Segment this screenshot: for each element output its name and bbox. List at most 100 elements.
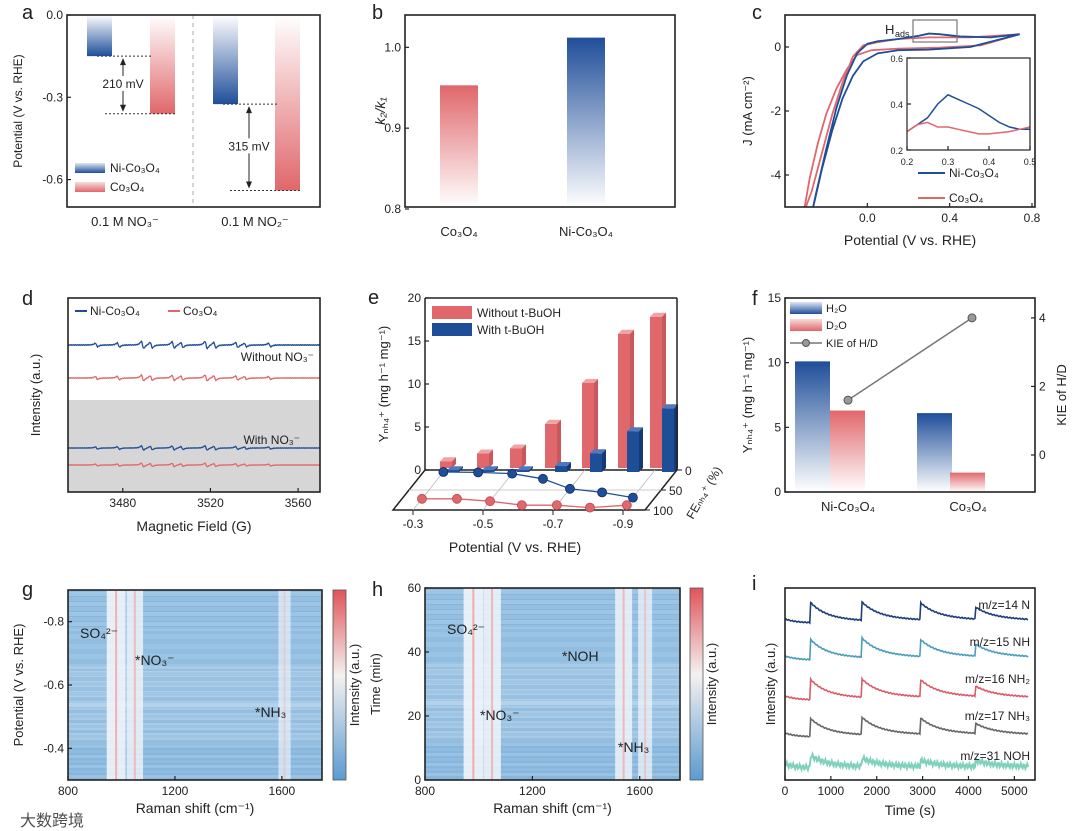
heatmap-texture bbox=[68, 664, 322, 669]
y-axis-label: Potential (V vs. RHE) bbox=[11, 54, 25, 167]
x-tick-label: 3520 bbox=[197, 496, 224, 510]
bar-with-tbuoh bbox=[482, 470, 494, 472]
heatmap-texture bbox=[425, 743, 680, 746]
legend-swatch-h2o bbox=[790, 302, 822, 314]
heatmap bbox=[68, 590, 322, 780]
heatmap-texture bbox=[68, 639, 322, 644]
y-tick-label: 0.0 bbox=[46, 8, 63, 22]
watermark-logo: 大数跨境 bbox=[20, 811, 84, 830]
y-tick-label: 4 bbox=[1039, 311, 1046, 325]
arrow-head bbox=[120, 104, 126, 112]
heatmap-texture bbox=[68, 671, 322, 677]
heatmap-texture bbox=[425, 726, 680, 733]
ms-trace bbox=[784, 599, 1029, 625]
bar-top bbox=[447, 466, 463, 471]
difference-annotation: 315 mV bbox=[228, 139, 269, 153]
panel-g: SO₄²⁻ *NO₃⁻ *NH₃ 800 1200 1600 -0.8 -0.6 -0.4 Int… bbox=[11, 589, 362, 816]
bar-side bbox=[459, 466, 463, 472]
kie-line bbox=[847, 317, 973, 401]
heatmap-texture bbox=[425, 711, 680, 718]
bar-ni-co3o4 bbox=[87, 15, 112, 57]
heatmap-texture bbox=[425, 664, 680, 670]
bar-side bbox=[489, 449, 493, 468]
heatmap-texture bbox=[68, 738, 322, 745]
heatmap-texture bbox=[68, 723, 322, 730]
y-tick-label: 10 bbox=[408, 377, 422, 391]
cv-curves bbox=[803, 32, 1020, 207]
legend-label: Ni-Co₃O₄ bbox=[110, 161, 160, 175]
x-tick-label: 2000 bbox=[863, 784, 890, 798]
heatmap-texture bbox=[425, 731, 680, 738]
x-tick-label: 0.5 bbox=[1024, 157, 1037, 167]
legend-marker bbox=[802, 339, 810, 347]
bar-without-tbuoh bbox=[582, 383, 594, 468]
y-tick-label: -2 bbox=[770, 104, 781, 118]
y-tick-label: -0.6 bbox=[43, 678, 64, 692]
heatmap-texture bbox=[68, 602, 322, 606]
bar-ni-co3o4 bbox=[213, 15, 238, 105]
heatmap-texture bbox=[425, 674, 680, 680]
raman-peak-core bbox=[491, 588, 494, 780]
x-category-label: Co₃O₄ bbox=[440, 224, 477, 239]
x-axis-label: Raman shift (cm⁻¹) bbox=[136, 800, 255, 816]
bar-top bbox=[517, 466, 533, 471]
bar-top bbox=[650, 312, 666, 317]
bar-side bbox=[452, 457, 456, 468]
x-tick-label: 800 bbox=[415, 784, 435, 798]
bar-top bbox=[627, 427, 643, 432]
y-tick-label: 60 bbox=[408, 581, 422, 595]
epr-trace bbox=[67, 444, 321, 452]
x-tick-label: 1600 bbox=[269, 784, 296, 798]
y-tick-label: 15 bbox=[408, 334, 422, 348]
cv-curve bbox=[812, 32, 1020, 207]
y-axis-label: Potential (V vs. RHE) bbox=[11, 624, 26, 747]
raman-peak-core bbox=[115, 590, 118, 780]
heatmap-texture bbox=[425, 736, 680, 743]
heatmap-texture bbox=[425, 753, 680, 756]
y-tick-label: 15 bbox=[768, 291, 782, 305]
legend-swatch-co3o4 bbox=[75, 182, 105, 192]
x-tick-label: 0.3 bbox=[942, 157, 955, 167]
bar-without-tbuoh bbox=[510, 448, 522, 468]
heatmap-texture bbox=[425, 721, 680, 728]
trace-label: m/z=17 NH₃ bbox=[965, 709, 1030, 723]
heatmap-texture bbox=[425, 763, 680, 766]
heatmap-texture bbox=[425, 652, 680, 657]
heatmap-texture bbox=[425, 669, 680, 675]
heatmap-texture bbox=[425, 699, 680, 705]
heatmap-texture bbox=[68, 597, 322, 601]
inset-curve bbox=[907, 121, 1030, 135]
fe-point bbox=[621, 500, 632, 511]
heatmap-texture bbox=[425, 620, 680, 624]
heatmap-texture bbox=[425, 701, 680, 708]
y-tick-label: -0.6 bbox=[42, 173, 63, 187]
panel-h: SO₄²⁻ *NO₃⁻ *NOH *NH₃ 800 1200 1600 0 20 40 60 Inte… bbox=[368, 581, 719, 816]
legend-label: Without t-BuOH bbox=[477, 306, 561, 320]
panel-label: b bbox=[372, 2, 383, 24]
bar-without-tbuoh bbox=[440, 461, 452, 468]
heatmap-texture bbox=[425, 694, 680, 700]
heatmap-texture bbox=[68, 659, 322, 664]
colorbar bbox=[689, 587, 704, 781]
heatmap-texture bbox=[425, 773, 680, 776]
y-tick-label: -0.8 bbox=[43, 615, 64, 629]
y-tick-label: 0.2 bbox=[890, 146, 903, 156]
y-tick-label: 0 bbox=[1039, 448, 1046, 462]
bar-with-tbuoh bbox=[662, 408, 674, 472]
y-tick-label: 0 bbox=[774, 485, 781, 499]
x-category-label: Co₃O₄ bbox=[949, 499, 986, 514]
heatmap-texture bbox=[68, 728, 322, 735]
legend-swatch-with bbox=[432, 323, 472, 336]
heatmap-texture bbox=[68, 770, 322, 773]
heatmap-texture bbox=[425, 706, 680, 713]
heatmap-texture bbox=[425, 632, 680, 637]
raman-peak-core bbox=[644, 588, 647, 780]
x-tick-label: 0.8 bbox=[1024, 211, 1041, 225]
peak-label: SO₄²⁻ bbox=[80, 625, 118, 641]
raman-peak-core bbox=[133, 590, 136, 780]
x-category-label: 0.1 M NO₂⁻ bbox=[221, 214, 289, 229]
condition-label: Without NO₃⁻ bbox=[241, 350, 314, 364]
z-tick-label: 50 bbox=[669, 484, 683, 498]
arrow-head bbox=[120, 58, 126, 66]
legend-label: D₂O bbox=[826, 320, 847, 332]
